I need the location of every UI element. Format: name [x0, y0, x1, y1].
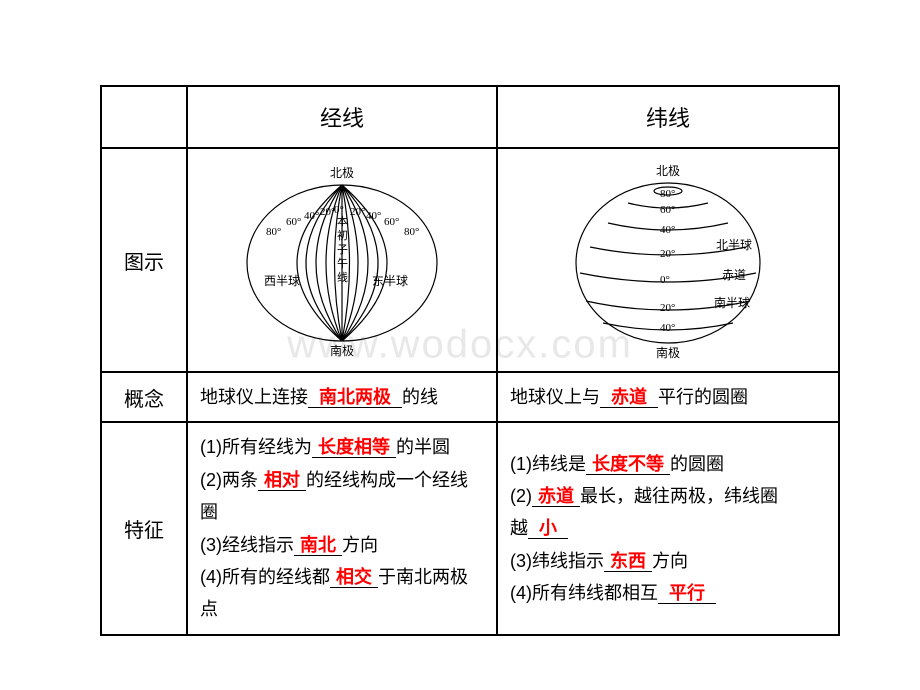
meridian-diagram-cell: 北极 南极 西半球 东半球 本 初 子 午 线 0° 20° 40° 60° 8… — [187, 148, 497, 372]
text: 方向 — [652, 551, 688, 571]
svg-text:本: 本 — [337, 214, 348, 228]
svg-text:20°: 20° — [660, 248, 675, 260]
fill-answer: 赤道 — [608, 387, 650, 407]
svg-text:东半球: 东半球 — [372, 274, 408, 288]
svg-text:40°: 40° — [366, 210, 381, 222]
parallel-diagram-cell: 北极 南极 北半球 南半球 赤道 80° 60° 40° 20° 0° 20° … — [497, 148, 839, 372]
text: 的半圆 — [396, 437, 450, 457]
fill-answer: 南北 — [297, 535, 339, 555]
svg-text:北极: 北极 — [330, 166, 354, 180]
svg-text:南极: 南极 — [656, 345, 680, 360]
svg-text:60°: 60° — [286, 216, 301, 228]
fill-answer: 小 — [536, 518, 560, 538]
svg-text:80°: 80° — [266, 226, 281, 238]
svg-text:40°: 40° — [660, 322, 675, 334]
row-features-label: 特征 — [101, 422, 187, 634]
svg-text:线: 线 — [337, 270, 348, 284]
svg-text:北半球: 北半球 — [716, 238, 752, 252]
text: 地球仪上与 — [510, 387, 600, 407]
fill-answer: 相对 — [261, 470, 303, 490]
features-right: (1)纬线是长度不等的圆圈 (2)赤道最长，越往两极，纬线圈越 小 (3)纬线指… — [497, 422, 839, 634]
svg-text:20°: 20° — [320, 206, 335, 218]
text: 的线 — [402, 387, 438, 407]
svg-text:0°: 0° — [660, 274, 670, 286]
svg-text:60°: 60° — [384, 216, 399, 228]
svg-text:60°: 60° — [660, 204, 675, 216]
text: (1)所有经线为 — [200, 437, 312, 457]
parallel-globe-icon: 北极 南极 北半球 南半球 赤道 80° 60° 40° 20° 0° 20° … — [518, 155, 818, 360]
text: 方向 — [342, 535, 378, 555]
meridian-globe-icon: 北极 南极 西半球 东半球 本 初 子 午 线 0° 20° 40° 60° 8… — [192, 155, 492, 360]
concept-left: 地球仪上连接 南北两极 的线 — [187, 372, 497, 422]
fill-answer: 南北两极 — [316, 387, 394, 407]
svg-text:80°: 80° — [660, 188, 675, 200]
svg-text:南极: 南极 — [330, 343, 354, 358]
svg-text:0°: 0° — [334, 204, 344, 216]
features-left: (1)所有经线为长度相等的半圆 (2)两条相对的经线构成一个经线圈 (3)经线指… — [187, 422, 497, 634]
svg-text:20°: 20° — [350, 206, 365, 218]
text: 的圆圈 — [670, 454, 724, 474]
svg-text:北极: 北极 — [656, 164, 680, 178]
svg-text:初: 初 — [337, 228, 348, 242]
svg-text:赤道: 赤道 — [722, 268, 746, 282]
comparison-table: 经线 纬线 图示 — [100, 85, 840, 636]
text: (4)所有纬线都相互 — [510, 583, 658, 603]
svg-text:40°: 40° — [660, 224, 675, 236]
col1-header: 经线 — [187, 86, 497, 148]
svg-text:子: 子 — [337, 243, 348, 256]
col2-header: 纬线 — [497, 86, 839, 148]
svg-text:20°: 20° — [660, 302, 675, 314]
fill-answer: 长度不等 — [589, 454, 667, 474]
blank-corner — [101, 86, 187, 148]
text: (2) — [510, 486, 532, 506]
text: 平行的圆圈 — [658, 387, 748, 407]
concept-right: 地球仪上与 赤道 平行的圆圈 — [497, 372, 839, 422]
text: (4)所有的经线都 — [200, 567, 330, 587]
row-diagram-label: 图示 — [101, 148, 187, 372]
fill-answer: 长度相等 — [315, 437, 393, 457]
text: (1)纬线是 — [510, 454, 586, 474]
text: (3)经线指示 — [200, 535, 294, 555]
fill-answer: 赤道 — [535, 486, 577, 506]
svg-text:南半球: 南半球 — [714, 295, 750, 310]
svg-text:40°: 40° — [304, 210, 319, 222]
svg-text:西半球: 西半球 — [264, 274, 300, 288]
svg-text:80°: 80° — [404, 226, 419, 238]
fill-answer: 平行 — [666, 583, 708, 603]
text: (3)纬线指示 — [510, 551, 604, 571]
row-concept-label: 概念 — [101, 372, 187, 422]
fill-answer: 相交 — [333, 567, 375, 587]
svg-text:午: 午 — [337, 257, 348, 270]
text: 地球仪上连接 — [200, 387, 308, 407]
fill-answer: 东西 — [607, 551, 649, 571]
text: (2)两条 — [200, 470, 258, 490]
